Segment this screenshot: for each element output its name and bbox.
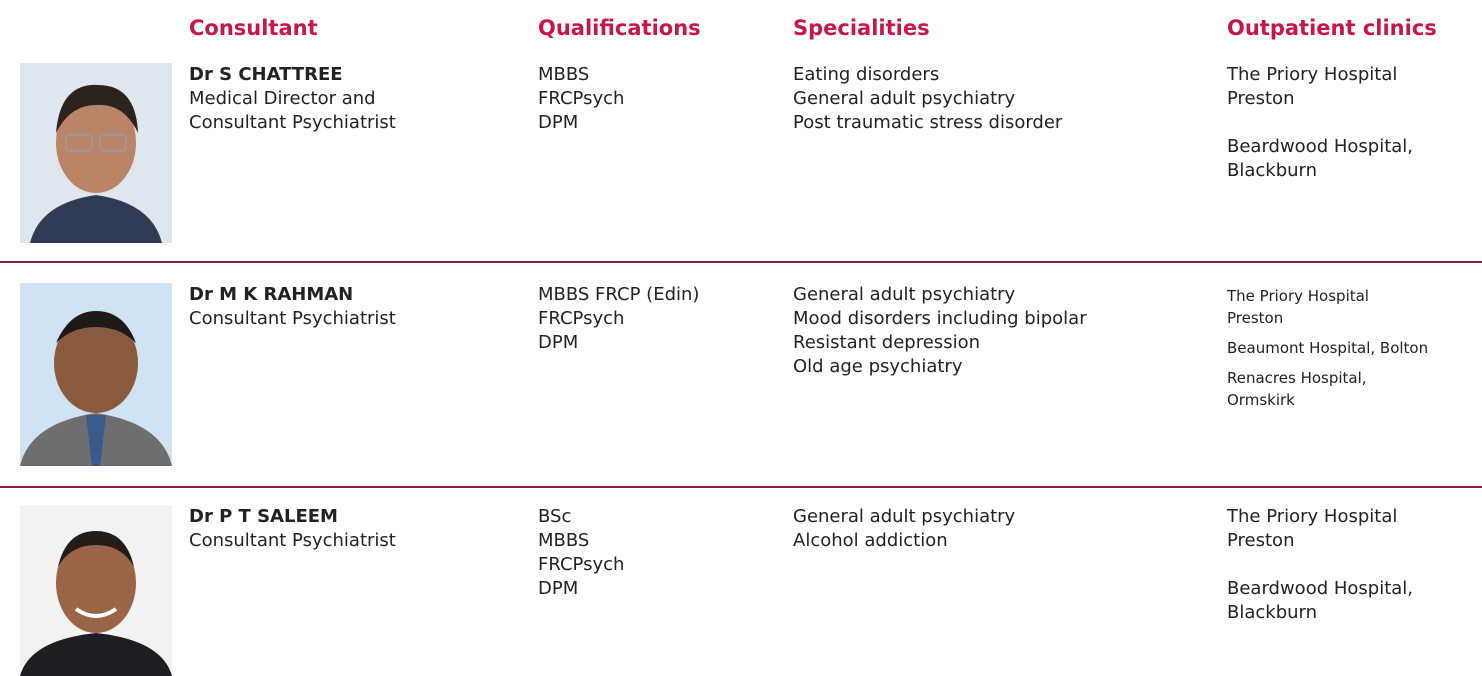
speciality: Old age psychiatry <box>793 356 963 377</box>
clinics-cell: The Priory Hospital Preston Beaumont Hospi… <box>1227 285 1428 419</box>
specialities-cell: Eating disorders General adult psychiatry… <box>793 63 1062 135</box>
column-header: Consultant <box>189 16 318 40</box>
column-header: Qualifications <box>538 16 701 40</box>
qualification: DPM <box>538 578 579 599</box>
speciality: General adult psychiatry <box>793 284 1016 305</box>
separator <box>0 261 1482 263</box>
qualification: MBBS FRCP (Edin) <box>538 284 700 305</box>
clinics-cell: The Priory Hospital Preston Beardwood Hosp… <box>1227 63 1413 207</box>
clinic-line: Preston <box>1227 309 1284 327</box>
speciality: Resistant depression <box>793 332 980 353</box>
clinic-line: The Priory Hospital <box>1227 287 1369 305</box>
speciality: Mood disorders including bipolar <box>793 308 1087 329</box>
separator <box>0 486 1482 488</box>
clinic-line: Preston <box>1227 88 1295 109</box>
qualifications-cell: MBBS FRCP (Edin) FRCPsych DPM <box>538 283 699 355</box>
clinic: Beardwood Hospital, Blackburn <box>1227 135 1413 183</box>
clinic-line: Ormskirk <box>1227 391 1295 409</box>
qualification: DPM <box>538 332 579 353</box>
consultant-name: Dr S CHATTREE <box>189 64 343 85</box>
speciality: General adult psychiatry <box>793 506 1016 527</box>
photo <box>20 505 172 676</box>
clinic-line: Preston <box>1227 530 1295 551</box>
clinic: The Priory Hospital Preston <box>1227 63 1413 111</box>
clinic-line: Blackburn <box>1227 602 1318 623</box>
clinic-line: The Priory Hospital <box>1227 506 1398 527</box>
speciality: Alcohol addiction <box>793 530 948 551</box>
consultant-name: Dr P T SALEEM <box>189 506 338 527</box>
consultant-cell: Dr S CHATTREE Medical Director and Consult… <box>189 63 396 135</box>
photo <box>20 283 172 466</box>
qualification: FRCPsych <box>538 308 625 329</box>
column-header: Outpatient clinics <box>1227 16 1437 40</box>
consultant-cell: Dr M K RAHMAN Consultant Psychiatrist <box>189 283 396 331</box>
speciality: Post traumatic stress disorder <box>793 112 1063 133</box>
consultant-title: Consultant Psychiatrist <box>189 530 396 551</box>
consultant-title: Consultant Psychiatrist <box>189 112 396 133</box>
qualification: MBBS <box>538 530 590 551</box>
clinic-line: Renacres Hospital, <box>1227 369 1367 387</box>
qualifications-cell: MBBS FRCPsych DPM <box>538 63 624 135</box>
qualification: MBBS <box>538 64 590 85</box>
qualification: DPM <box>538 112 579 133</box>
photo <box>20 63 172 243</box>
qualification: BSc <box>538 506 572 527</box>
clinic-line: Beaumont Hospital, Bolton <box>1227 339 1429 357</box>
column-header: Specialities <box>793 16 930 40</box>
qualification: FRCPsych <box>538 554 625 575</box>
speciality: Eating disorders <box>793 64 940 85</box>
consultant-title: Consultant Psychiatrist <box>189 308 396 329</box>
clinic-line: The Priory Hospital <box>1227 64 1398 85</box>
clinic: Beardwood Hospital, Blackburn <box>1227 577 1413 625</box>
consultant-name: Dr M K RAHMAN <box>189 284 354 305</box>
consultant-title: Medical Director and <box>189 88 376 109</box>
clinic: The Priory Hospital Preston <box>1227 285 1428 329</box>
qualifications-cell: BSc MBBS FRCPsych DPM <box>538 505 624 601</box>
clinic-line: Beardwood Hospital, <box>1227 136 1414 157</box>
clinic-line: Beardwood Hospital, <box>1227 578 1414 599</box>
clinic: Renacres Hospital, Ormskirk <box>1227 367 1428 411</box>
clinic-line: Blackburn <box>1227 160 1318 181</box>
clinic: Beaumont Hospital, Bolton <box>1227 337 1428 359</box>
specialities-cell: General adult psychiatry Mood disorders i… <box>793 283 1087 379</box>
clinics-cell: The Priory Hospital Preston Beardwood Hosp… <box>1227 505 1413 649</box>
speciality: General adult psychiatry <box>793 88 1016 109</box>
consultant-cell: Dr P T SALEEM Consultant Psychiatrist <box>189 505 396 553</box>
clinic: The Priory Hospital Preston <box>1227 505 1413 553</box>
specialities-cell: General adult psychiatry Alcohol addictio… <box>793 505 1015 553</box>
qualification: FRCPsych <box>538 88 625 109</box>
